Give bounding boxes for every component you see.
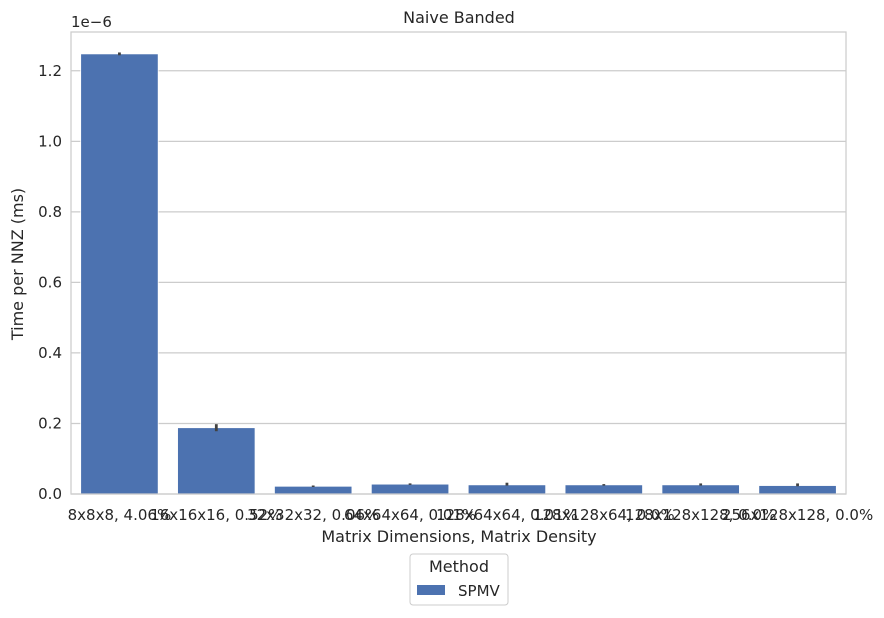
y-tick-label: 0.4 bbox=[38, 344, 62, 362]
legend-title: Method bbox=[429, 557, 489, 576]
legend: Method SPMV bbox=[409, 553, 509, 606]
bar bbox=[177, 427, 256, 495]
y-axis-label: Time per NNZ (ms) bbox=[8, 188, 27, 341]
y-tick-label: 1.0 bbox=[38, 132, 62, 150]
bars bbox=[80, 53, 837, 495]
bar bbox=[370, 483, 450, 495]
y-tick-labels: 0.0 0.2 0.4 0.6 0.8 1.0 1.2 bbox=[38, 62, 62, 503]
plot-frame bbox=[70, 31, 847, 495]
x-tick-label: 128x64x64, 0.01% bbox=[436, 506, 578, 524]
y-tick-label: 0.6 bbox=[38, 273, 62, 291]
y-tick-label: 0.2 bbox=[38, 414, 62, 432]
bar bbox=[758, 485, 837, 495]
x-tick-label: 8x8x8, 4.06% bbox=[68, 506, 172, 524]
y-tick-label: 0.0 bbox=[38, 485, 62, 503]
x-tick-label: 128x128x64, 0.0% bbox=[533, 506, 675, 524]
bar bbox=[564, 484, 643, 495]
bar bbox=[80, 53, 159, 495]
legend-label-spmv: SPMV bbox=[458, 582, 501, 600]
x-tick-label: 64x64x64, 0.01% bbox=[344, 506, 476, 524]
bar bbox=[467, 484, 547, 495]
y-tick-label: 0.8 bbox=[38, 203, 62, 221]
grid-lines bbox=[71, 70, 846, 495]
x-tick-labels: 8x8x8, 4.06%16x16x16, 0.52%32x32x32, 0.0… bbox=[68, 506, 874, 524]
x-tick-label: 16x16x16, 0.52% bbox=[150, 506, 282, 524]
x-tick-label: 32x32x32, 0.06% bbox=[247, 506, 379, 524]
x-axis-label: Matrix Dimensions, Matrix Density bbox=[321, 527, 596, 546]
bar bbox=[661, 484, 740, 495]
y-tick-label: 1.2 bbox=[38, 62, 62, 80]
legend-swatch-spmv bbox=[417, 585, 445, 595]
x-tick-label: 256x128x128, 0.0% bbox=[722, 506, 873, 524]
bar bbox=[274, 485, 353, 495]
x-tick-label: 128x128x128, 0.0% bbox=[625, 506, 776, 524]
error-bars bbox=[118, 52, 799, 487]
chart-title: Naive Banded bbox=[403, 8, 515, 27]
y-axis-offset-text: 1e−6 bbox=[71, 13, 112, 31]
